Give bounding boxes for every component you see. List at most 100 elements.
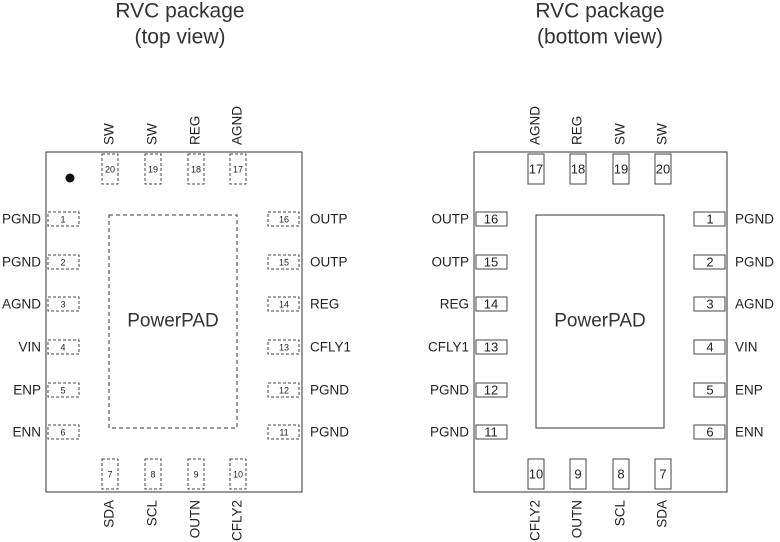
pin-number: 8 — [617, 466, 624, 481]
pin-name: AGND — [230, 106, 245, 145]
pin-name: SW — [145, 123, 160, 145]
pin-number: 14 — [279, 299, 289, 309]
pin-number: 11 — [279, 427, 288, 437]
pin-name: SW — [102, 123, 117, 145]
pin-name: SCL — [613, 500, 628, 527]
pin-name: PGND — [430, 425, 469, 440]
view-title: RVC package — [115, 0, 244, 23]
pin — [47, 211, 80, 227]
pin-number: 15 — [484, 254, 498, 269]
pin — [475, 424, 508, 440]
pin-number: 2 — [60, 257, 65, 267]
pin — [569, 153, 587, 185]
pin — [267, 382, 300, 398]
pin-number: 12 — [484, 382, 498, 397]
pin — [693, 339, 726, 355]
pin — [267, 254, 300, 270]
pin-name: REG — [440, 297, 469, 312]
pin-number: 14 — [484, 296, 498, 311]
pin — [187, 153, 205, 185]
pin-number: 4 — [706, 339, 713, 354]
pin-number: 17 — [529, 161, 543, 176]
pin-number: 3 — [60, 299, 65, 309]
pin-name: SCL — [145, 500, 160, 527]
pin-name: PGND — [735, 255, 774, 270]
thermal-pad — [535, 214, 665, 429]
pin — [475, 339, 508, 355]
pin — [612, 153, 630, 185]
pin-number: 20 — [656, 161, 670, 176]
pin — [693, 211, 726, 227]
pin — [475, 296, 508, 312]
pin-name: PGND — [310, 425, 349, 440]
pin-name: VIN — [18, 340, 41, 355]
pin-name: ENN — [12, 425, 41, 440]
pin-name: REG — [570, 116, 585, 145]
pin-name: REG — [310, 297, 339, 312]
pin-name: ENN — [735, 425, 764, 440]
pin-name: OUTN — [570, 500, 585, 538]
pin-number: 10 — [529, 466, 543, 481]
pin-number: 16 — [484, 211, 498, 226]
view-title: RVC package — [535, 0, 664, 23]
pin-number: 1 — [60, 214, 65, 224]
pin-name: OUTP — [310, 212, 348, 227]
package-outline — [45, 151, 303, 493]
pin-number: 6 — [60, 427, 65, 437]
view-subtitle: (top view) — [134, 26, 225, 49]
pin-number: 11 — [484, 424, 498, 439]
pin-number: 18 — [191, 164, 201, 174]
pin-number: 8 — [150, 469, 155, 479]
pin — [47, 254, 80, 270]
pin-number: 19 — [148, 164, 158, 174]
pin — [475, 254, 508, 270]
pin — [654, 458, 672, 490]
pin-number: 7 — [659, 466, 666, 481]
pin-number: 9 — [574, 466, 581, 481]
pin-name: OUTP — [431, 212, 469, 227]
pin-name: CFLY1 — [428, 340, 469, 355]
pin-number: 10 — [233, 469, 243, 479]
pad-label: PowerPAD — [554, 311, 646, 332]
pin-number: 16 — [279, 214, 289, 224]
pin — [612, 458, 630, 490]
pin — [47, 296, 80, 312]
pin-name: ENP — [13, 383, 41, 398]
pin-name: PGND — [2, 255, 41, 270]
pin-number: 19 — [614, 161, 628, 176]
pin-name: VIN — [735, 340, 758, 355]
pin — [101, 153, 119, 185]
pin — [475, 382, 508, 398]
pin — [47, 382, 80, 398]
pin-name: OUTP — [431, 255, 469, 270]
pin-name: AGND — [735, 297, 774, 312]
pin-number: 3 — [706, 296, 713, 311]
pin — [693, 296, 726, 312]
pin-number: 9 — [193, 469, 198, 479]
thermal-pad — [108, 214, 238, 429]
pin-name: PGND — [430, 383, 469, 398]
pin-number: 13 — [279, 342, 289, 352]
pin-name: CFLY2 — [230, 500, 245, 541]
pin1-marker — [65, 173, 75, 183]
pin — [229, 153, 247, 185]
pin-name: SW — [655, 123, 670, 145]
pin — [101, 458, 119, 490]
package-outline — [473, 151, 728, 493]
pin — [187, 458, 205, 490]
pin — [693, 254, 726, 270]
pin-number: 4 — [60, 342, 65, 352]
pin — [569, 458, 587, 490]
pin — [527, 153, 545, 185]
pin-number: 18 — [571, 161, 585, 176]
view-subtitle: (bottom view) — [537, 26, 663, 49]
pin-name: ENP — [735, 383, 763, 398]
pin — [693, 382, 726, 398]
pin — [654, 153, 672, 185]
pin — [47, 339, 80, 355]
pin — [144, 153, 162, 185]
pin-name: PGND — [2, 212, 41, 227]
pin-name: PGND — [310, 383, 349, 398]
pin-name: SW — [613, 123, 628, 145]
